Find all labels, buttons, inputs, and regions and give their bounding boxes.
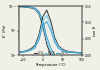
Legend: 0 %, 10 %, 30 %: 0 %, 10 %, 30 % — [33, 50, 69, 56]
Y-axis label: tan δ: tan δ — [92, 26, 96, 36]
X-axis label: Temperature (°C): Temperature (°C) — [36, 63, 66, 66]
Y-axis label: E' (Pa): E' (Pa) — [4, 24, 8, 37]
